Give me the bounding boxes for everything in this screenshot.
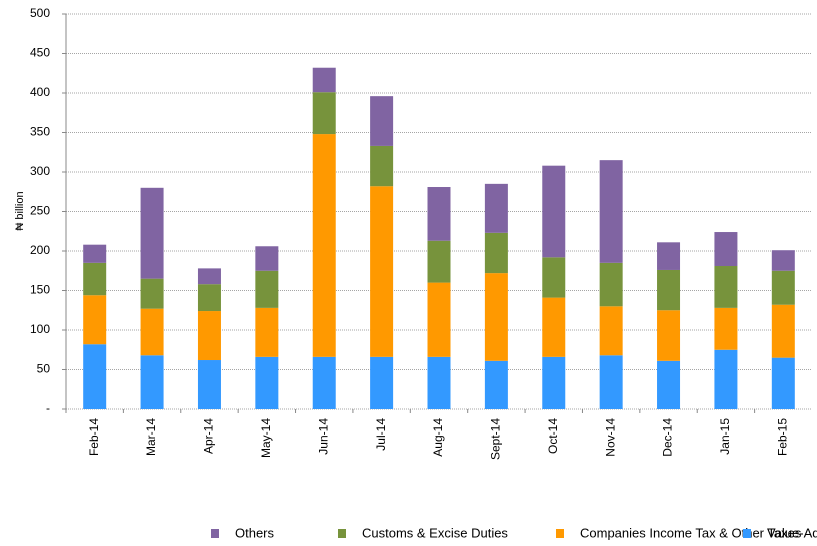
bar-segment bbox=[83, 244, 107, 263]
bar-segment bbox=[599, 160, 623, 263]
legend-swatch bbox=[556, 529, 564, 538]
bar-segment bbox=[657, 360, 681, 409]
bar-segment bbox=[771, 270, 795, 305]
bar-segment bbox=[484, 273, 508, 361]
bar-segment bbox=[657, 269, 681, 311]
bar-segment bbox=[771, 304, 795, 358]
bar-segment bbox=[484, 360, 508, 409]
bar-segment bbox=[370, 145, 394, 187]
x-tick-label: Dec-14 bbox=[661, 418, 675, 457]
legend-swatch bbox=[743, 529, 751, 538]
bar-segment bbox=[255, 356, 279, 409]
y-axis-label: ₦ billion bbox=[14, 191, 26, 230]
x-tick-label: Mar-14 bbox=[144, 418, 158, 456]
bar-segment bbox=[83, 262, 107, 296]
bar-segment bbox=[312, 134, 336, 357]
bar-segment bbox=[140, 308, 164, 356]
bar-segment bbox=[427, 187, 451, 241]
x-tick-label: May-14 bbox=[259, 418, 273, 458]
bar-segment bbox=[370, 186, 394, 357]
bar-segment bbox=[771, 250, 795, 271]
legend-swatch bbox=[338, 529, 346, 538]
legend-label: Others bbox=[235, 525, 275, 540]
bar-segment bbox=[542, 257, 566, 298]
bar-segment bbox=[83, 295, 107, 345]
bar-segment bbox=[542, 297, 566, 357]
bar-segment bbox=[197, 284, 221, 312]
bar-segment bbox=[771, 357, 795, 409]
x-tick-label: Aug-14 bbox=[431, 418, 445, 457]
bar-segment bbox=[599, 306, 623, 356]
x-tick-label: Feb-14 bbox=[87, 418, 101, 456]
bar-segment bbox=[599, 355, 623, 409]
y-tick-label: 300 bbox=[30, 164, 50, 178]
bar-segment bbox=[312, 67, 336, 93]
legend-label: Customs & Excise Duties bbox=[362, 525, 508, 540]
y-tick-label: - bbox=[46, 401, 50, 415]
legend-label: Value-Added Tax (VAT) bbox=[767, 525, 817, 540]
y-tick-label: 350 bbox=[30, 125, 50, 139]
bar-segment bbox=[714, 349, 738, 409]
bar-segment bbox=[255, 307, 279, 357]
bar-segment bbox=[427, 240, 451, 283]
bar-segment bbox=[255, 246, 279, 271]
x-tick-label: Apr-14 bbox=[202, 418, 216, 454]
bar-segment bbox=[83, 344, 107, 409]
x-tick-label: Oct-14 bbox=[546, 418, 560, 454]
y-tick-label: 100 bbox=[30, 322, 50, 336]
y-tick-label: 500 bbox=[30, 6, 50, 20]
y-tick-label: 200 bbox=[30, 243, 50, 257]
x-tick-label: Jan-15 bbox=[718, 418, 732, 455]
bar-segment bbox=[714, 266, 738, 308]
bar-segment bbox=[657, 242, 681, 270]
bar-segment bbox=[542, 356, 566, 409]
bar-segment bbox=[370, 356, 394, 409]
bar-segment bbox=[312, 356, 336, 409]
y-tick-label: 50 bbox=[37, 362, 51, 376]
bar-segment bbox=[714, 232, 738, 267]
bar-segment bbox=[427, 282, 451, 357]
bar-segment bbox=[370, 96, 394, 146]
x-tick-label: Jul-14 bbox=[374, 418, 388, 451]
bar-segment bbox=[140, 278, 164, 309]
bar-segment bbox=[599, 262, 623, 307]
bar-segment bbox=[657, 310, 681, 361]
bar-segment bbox=[197, 268, 221, 285]
y-tick-label: 400 bbox=[30, 85, 50, 99]
y-tick-label: 250 bbox=[30, 204, 50, 218]
bar-segment bbox=[255, 270, 279, 308]
bar-segment bbox=[542, 165, 566, 258]
bar-segment bbox=[484, 232, 508, 274]
y-tick-label: 450 bbox=[30, 46, 50, 60]
x-tick-label: Jun-14 bbox=[316, 418, 330, 455]
bar-segment bbox=[312, 92, 336, 135]
bar-segment bbox=[140, 355, 164, 409]
x-tick-label: Feb-15 bbox=[775, 418, 789, 456]
x-tick-label: Nov-14 bbox=[603, 418, 617, 457]
x-tick-label: Sept-14 bbox=[489, 418, 503, 460]
bar-segment bbox=[484, 183, 508, 233]
bar-segment bbox=[197, 311, 221, 361]
bar-segment bbox=[714, 307, 738, 350]
bar-segment bbox=[427, 356, 451, 409]
y-tick-label: 150 bbox=[30, 283, 50, 297]
bar-segment bbox=[197, 360, 221, 409]
legend-swatch bbox=[211, 529, 219, 538]
bar-segment bbox=[140, 187, 164, 279]
